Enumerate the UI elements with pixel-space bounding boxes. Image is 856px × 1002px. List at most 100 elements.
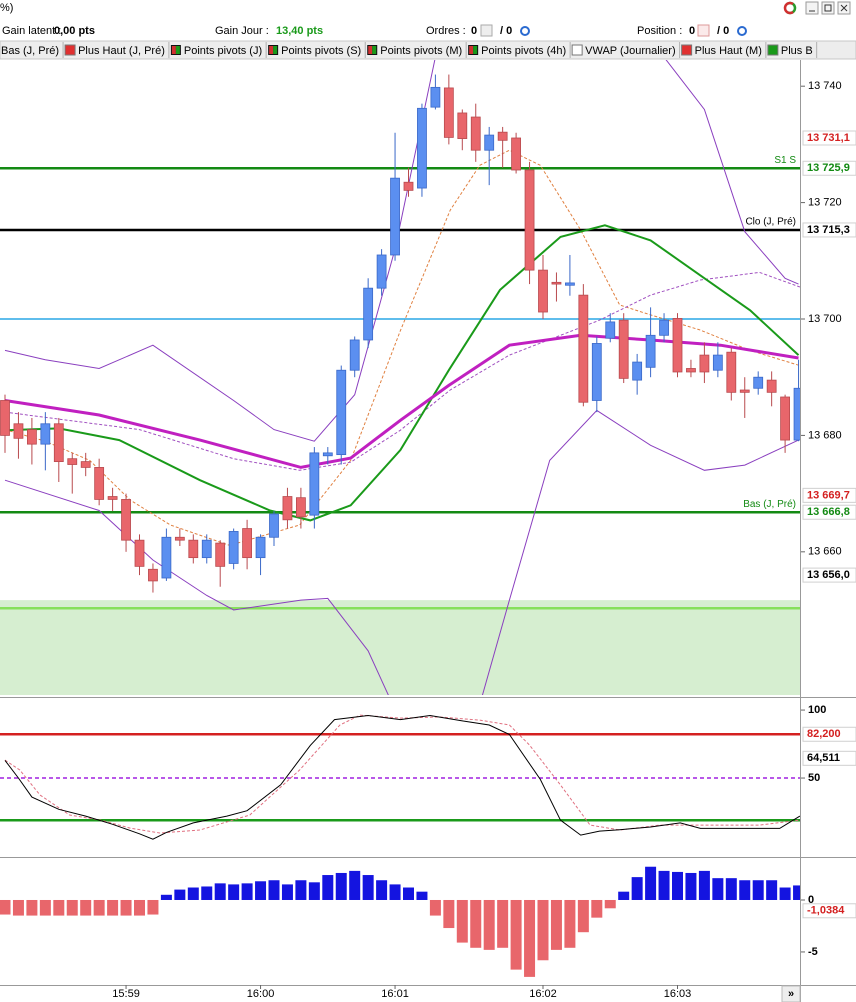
candle-body <box>201 539 212 559</box>
histogram-bar <box>779 887 791 900</box>
indicator-line <box>4 60 799 442</box>
position-icon[interactable] <box>697 24 710 37</box>
refresh-icon[interactable] <box>783 1 794 15</box>
tab[interactable]: Plus Haut (J, Pré) <box>64 42 170 58</box>
indicator-line <box>4 409 799 695</box>
stat-value: 0,00 pts <box>54 25 95 37</box>
x-tick-label: 16:02 <box>529 988 557 1000</box>
histogram-bar <box>93 899 105 916</box>
candle-body <box>376 254 387 289</box>
histogram-bar <box>160 894 172 900</box>
tab-label: Points pivots (J) <box>184 45 262 57</box>
candle-body <box>457 112 468 139</box>
panel: S1 S Clo (J, Pré) Bas (J, Pré) 13 740 13 720… <box>0 60 856 695</box>
candle-body <box>430 86 441 108</box>
candle-body <box>53 423 64 463</box>
tab[interactable]: Points pivots (S) <box>268 42 366 58</box>
tab-icon <box>473 46 478 54</box>
value-label-box <box>802 160 856 176</box>
level-name: Bas (J, Pré) <box>743 499 796 510</box>
settings-icon[interactable] <box>737 26 747 36</box>
candle-body <box>322 452 333 457</box>
histogram-bar <box>268 880 280 900</box>
histogram-bar <box>470 899 482 948</box>
value-label: 82,200 <box>807 728 841 740</box>
tab[interactable]: Bas (J, Pré) <box>0 42 64 58</box>
histogram-bar <box>429 899 441 916</box>
histogram-bar <box>255 881 267 900</box>
histogram-bar <box>631 877 643 900</box>
value-label-box <box>802 903 856 919</box>
tab[interactable]: Points pivots (4h) <box>468 42 571 58</box>
tab-label: Bas (J, Pré) <box>1 45 59 57</box>
plot-area <box>0 714 800 840</box>
value-label-box <box>802 130 856 146</box>
stat-label: Gain latent : <box>2 25 61 37</box>
minimize-button[interactable] <box>805 1 819 15</box>
candle-body <box>511 137 522 171</box>
settings-icon[interactable] <box>520 26 530 36</box>
x-tick-label: 16:01 <box>381 988 409 1000</box>
histogram-bar <box>53 899 65 916</box>
stat-value: 13,40 pts <box>276 25 323 37</box>
tab[interactable]: Plus Haut (M) <box>681 42 767 58</box>
candle-body <box>403 181 414 191</box>
y-tick-label: 13 680 <box>808 429 842 441</box>
candle-body <box>565 282 575 286</box>
scroll-button[interactable] <box>781 985 801 1002</box>
value-label: 13 715,3 <box>807 224 850 236</box>
stat-value: 0 <box>689 25 695 37</box>
tab-label: Points pivots (M) <box>380 45 462 57</box>
tabs: Bas (J, Pré) Plus Haut (J, Pré) Points piv… <box>0 42 818 58</box>
histogram-bar <box>698 870 710 900</box>
level-name: S1 S <box>774 155 796 166</box>
tab-icon <box>571 44 583 56</box>
y-tick-label: 50 <box>808 772 820 784</box>
histogram-bar <box>483 899 495 950</box>
candle-body <box>80 461 91 468</box>
stat-value: 0 <box>471 25 477 37</box>
candle-body <box>148 568 158 582</box>
tab-icon <box>269 46 274 54</box>
histogram-bar <box>537 899 549 961</box>
candle-body <box>726 351 737 393</box>
y-tick-label: 13 720 <box>808 197 842 209</box>
tab[interactable]: Points pivots (M) <box>367 42 467 58</box>
zone <box>0 600 800 695</box>
tab-icon <box>368 46 373 54</box>
histogram-bar <box>362 875 374 900</box>
stat-label: Position : <box>637 25 682 37</box>
y-tick-label: 13 740 <box>808 80 842 92</box>
histogram-bar <box>403 887 414 900</box>
candle-body <box>659 319 669 336</box>
candle-body <box>686 368 696 373</box>
x-tick-label: 15:59 <box>112 988 140 1000</box>
stat-label: Gain Jour : <box>215 25 269 37</box>
indicator-line <box>4 333 799 469</box>
histogram-bar <box>752 880 764 900</box>
candle-body <box>40 423 51 445</box>
histogram-bar <box>793 885 800 900</box>
indicator-line <box>4 224 800 522</box>
orders-icon[interactable] <box>480 24 493 37</box>
histogram-bar <box>187 887 199 900</box>
tab-label: VWAP (Journalier) <box>585 45 675 57</box>
restore-button[interactable] <box>821 1 835 15</box>
y-tick-label: 13 700 <box>808 313 842 325</box>
candle-body <box>524 169 535 271</box>
value-label-box <box>802 487 856 503</box>
histogram-bar <box>80 899 92 916</box>
candle-body <box>712 354 723 371</box>
tab[interactable]: Points pivots (J) <box>170 42 267 58</box>
candle-body <box>0 400 10 436</box>
histogram-bar <box>577 899 589 933</box>
histogram-bar <box>443 899 455 929</box>
tab[interactable]: VWAP (Journalier) <box>571 42 681 58</box>
candle-body <box>255 536 266 559</box>
histogram-bar <box>604 899 616 909</box>
tab-icon <box>171 46 176 54</box>
candle-body <box>282 496 293 521</box>
candle-body <box>269 513 279 538</box>
tab[interactable]: Plus B <box>767 42 818 58</box>
